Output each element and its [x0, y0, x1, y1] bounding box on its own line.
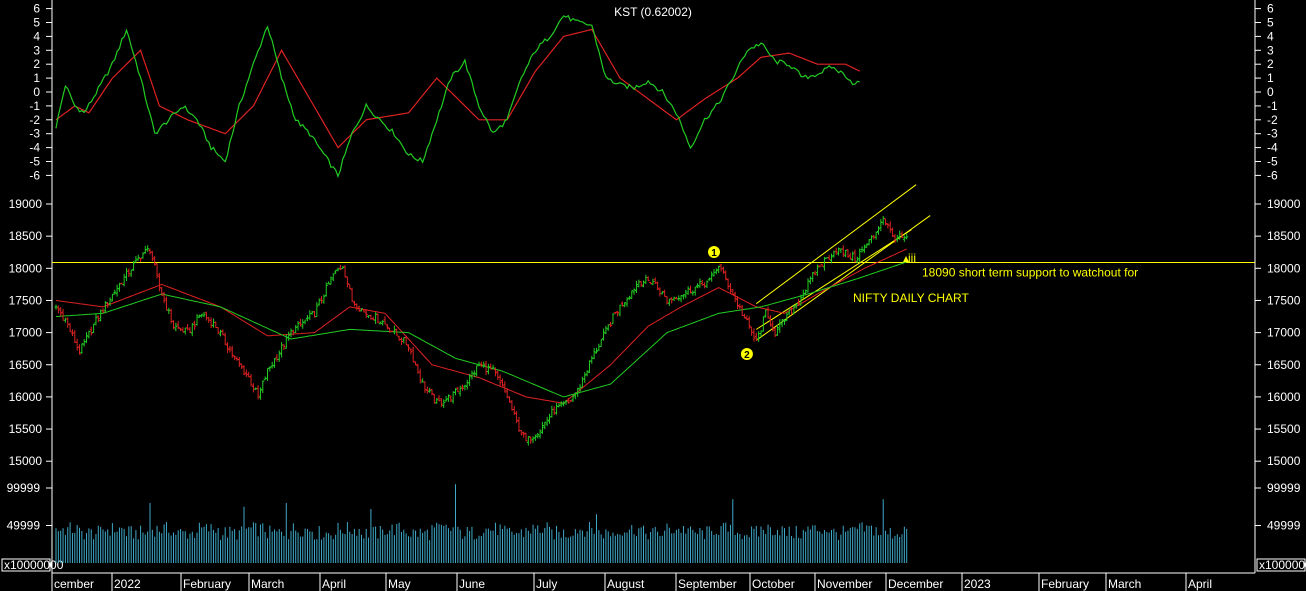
- price-panel: 19000 19000 18500 18500 18000 18000 17500 17500…: [9, 184, 1301, 468]
- kst-tick-label-left: 6: [33, 2, 40, 16]
- price-tick-label-right: 17500: [1267, 293, 1301, 307]
- x-tick-label: April: [1188, 577, 1212, 591]
- price-tick-label-left: 18000: [9, 261, 43, 275]
- volume-multiplier-box-right: [1256, 558, 1306, 572]
- volume-multiplier-box-left: [1, 558, 51, 572]
- kst-tick-label-right: 2: [1267, 57, 1274, 71]
- kst-title: KST (0.62002): [614, 5, 692, 19]
- wave-marker-1: [708, 246, 720, 258]
- kst-tick-label-right: 0: [1267, 85, 1274, 99]
- kst-indicator-panel: 6 65 54 43 32 21 10 0-1 -1-2 -2-3 -3-4 -4-5 -5-6 -6: [29, 2, 1278, 183]
- kst-tick-label-right: -6: [1267, 168, 1278, 182]
- kst-tick-label-right: -4: [1267, 141, 1278, 155]
- wave-marker-2: [740, 348, 753, 360]
- price-tick-label-left: 18500: [9, 229, 43, 243]
- small-wave-arrow: [903, 256, 909, 262]
- panel-frame: [51, 0, 1256, 574]
- channel-line-top: [756, 184, 917, 305]
- kst-tick-label-left: -3: [29, 127, 40, 141]
- kst-tick-label-left: 0: [33, 85, 40, 99]
- price-tick-label-left: 17000: [9, 326, 43, 340]
- price-tick-label-left: 16500: [9, 358, 43, 372]
- kst-tick-label-right: -1: [1267, 99, 1278, 113]
- x-tick-label: August: [607, 577, 645, 591]
- x-tick-label: September: [678, 577, 737, 591]
- x-tick-label: 2022: [114, 577, 141, 591]
- kst-tick-label-right: -3: [1267, 127, 1278, 141]
- kst-tick-label-left: 4: [33, 29, 40, 43]
- volume-panel: 99999 99999 49999 49999 x10000000 x10000000: [1, 481, 1306, 572]
- kst-tick-label-left: 3: [33, 43, 40, 57]
- x-tick-label: October: [752, 577, 795, 591]
- time-axis: cember 2022 February March April May June July A…: [51, 573, 1212, 591]
- x-tick-label: 2023: [964, 577, 991, 591]
- wave-marker-label: 2: [744, 350, 750, 361]
- volume-tick-label-left: 99999: [7, 481, 41, 495]
- kst-tick-label-right: 6: [1267, 2, 1274, 16]
- kst-tick-label-left: -2: [29, 113, 40, 127]
- price-tick-label-right: 19000: [1267, 197, 1301, 211]
- kst-tick-label-left: 5: [33, 16, 40, 30]
- x-tick-label: cember: [54, 577, 94, 591]
- price-tick-label-left: 17500: [9, 293, 43, 307]
- x-tick-label: December: [888, 577, 943, 591]
- kst-tick-label-right: 3: [1267, 43, 1274, 57]
- price-tick-label-right: 18000: [1267, 261, 1301, 275]
- price-tick-label-right: 15000: [1267, 454, 1301, 468]
- kst-tick-label-right: -2: [1267, 113, 1278, 127]
- price-tick-label-left: 19000: [9, 197, 43, 211]
- price-tick-label-left: 15500: [9, 422, 43, 436]
- kst-tick-label-right: 5: [1267, 16, 1274, 30]
- small-wave-marker: iii: [908, 251, 916, 265]
- kst-tick-label-left: -6: [29, 168, 40, 182]
- volume-tick-label-left: 49999: [7, 519, 41, 533]
- price-tick-label-right: 16500: [1267, 358, 1301, 372]
- channel-line-lower: [756, 215, 931, 341]
- support-label: 18090 short term support to watchout for: [922, 266, 1138, 280]
- x-tick-label: November: [817, 577, 872, 591]
- chart-label: NIFTY DAILY CHART: [853, 291, 969, 305]
- volume-tick-label-right: 99999: [1267, 481, 1301, 495]
- price-tick-label-right: 17000: [1267, 326, 1301, 340]
- kst-tick-label-left: -1: [29, 99, 40, 113]
- kst-tick-label-right: 1: [1267, 71, 1274, 85]
- volume-multiplier-label-right: x10000000: [1259, 558, 1306, 572]
- x-tick-label: May: [388, 577, 411, 591]
- x-tick-label: March: [1108, 577, 1141, 591]
- x-tick-label: June: [459, 577, 485, 591]
- volume-multiplier-label-left: x10000000: [4, 558, 64, 572]
- kst-tick-label-right: -5: [1267, 155, 1278, 169]
- kst-tick-label-left: 2: [33, 57, 40, 71]
- x-tick-label: April: [322, 577, 346, 591]
- fast-moving-average: [55, 248, 907, 404]
- price-tick-label-left: 15000: [9, 454, 43, 468]
- kst-line: [55, 14, 860, 178]
- x-tick-label: February: [1041, 577, 1089, 591]
- kst-tick-label-left: -4: [29, 141, 40, 155]
- wave-marker-label: 1: [711, 248, 717, 259]
- kst-tick-label-right: 4: [1267, 29, 1274, 43]
- price-tick-label-right: 15500: [1267, 422, 1301, 436]
- x-tick-label: July: [536, 577, 557, 591]
- kst-signal-line: [55, 28, 860, 149]
- x-tick-label: February: [183, 577, 231, 591]
- kst-tick-label-left: -5: [29, 155, 40, 169]
- price-tick-label-left: 16000: [9, 390, 43, 404]
- price-tick-label-right: 18500: [1267, 229, 1301, 243]
- price-tick-label-right: 16000: [1267, 390, 1301, 404]
- x-tick-label: March: [251, 577, 284, 591]
- kst-tick-label-left: 1: [33, 71, 40, 85]
- volume-tick-label-right: 49999: [1267, 519, 1301, 533]
